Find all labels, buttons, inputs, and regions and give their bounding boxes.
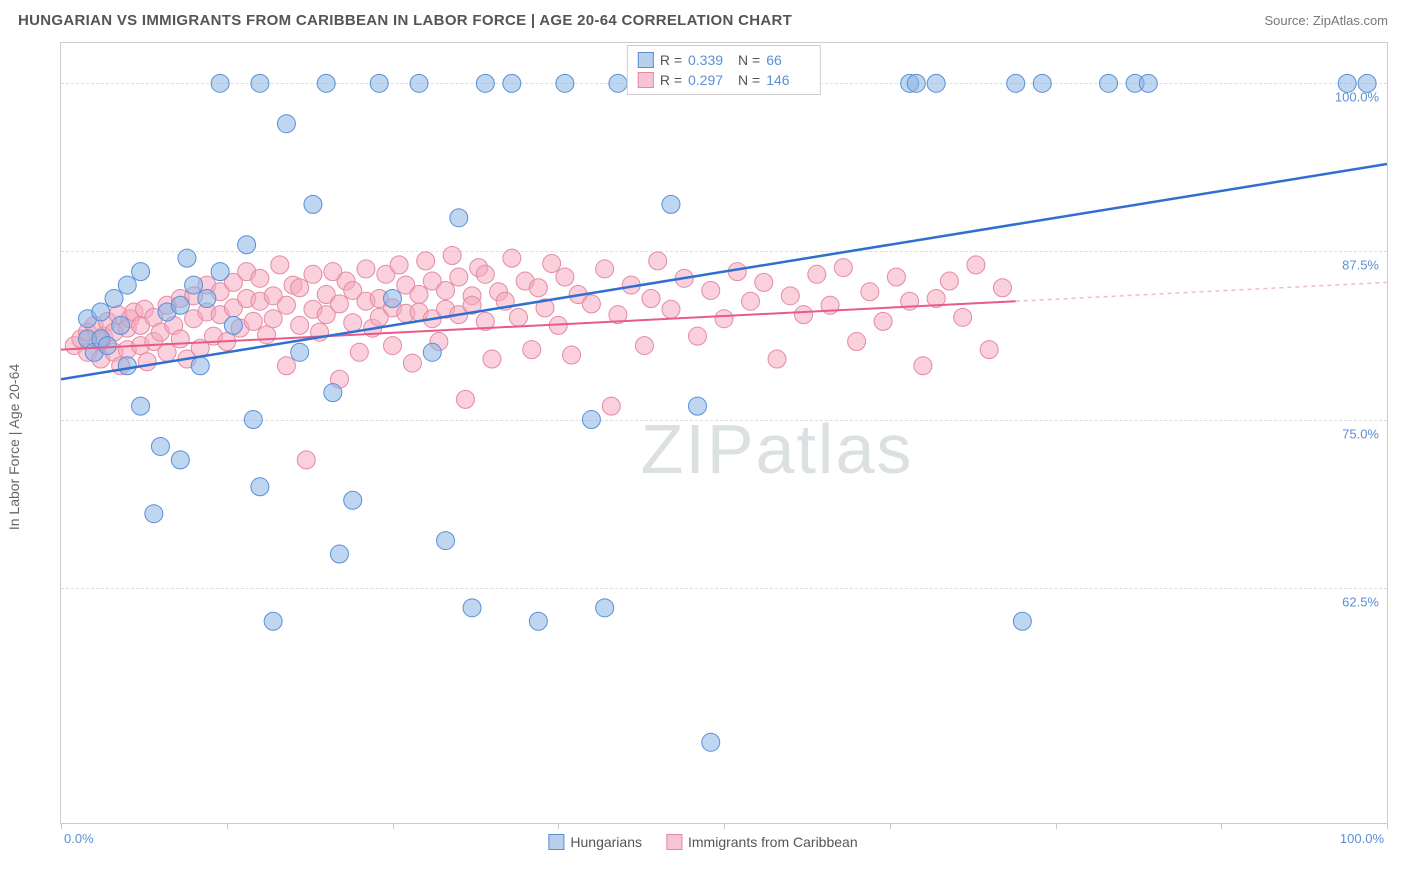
x-tick-left: 0.0% xyxy=(64,831,94,846)
chart-source: Source: ZipAtlas.com xyxy=(1264,13,1388,28)
swatch-icon xyxy=(638,52,654,68)
n-value: 66 xyxy=(766,50,810,70)
legend-row-blue: R = 0.339 N = 66 xyxy=(638,50,810,70)
scatter-svg xyxy=(61,43,1387,823)
chart-container: In Labor Force | Age 20-64 R = 0.339 N =… xyxy=(18,42,1388,852)
swatch-icon xyxy=(638,72,654,88)
x-tick-right: 100.0% xyxy=(1340,831,1384,846)
n-value: 146 xyxy=(766,70,810,90)
r-value: 0.339 xyxy=(688,50,732,70)
r-value: 0.297 xyxy=(688,70,732,90)
r-label: R = xyxy=(660,50,682,70)
series-legend: Hungarians Immigrants from Caribbean xyxy=(548,834,857,850)
correlation-legend: R = 0.339 N = 66 R = 0.297 N = 146 xyxy=(627,45,821,95)
legend-label: Hungarians xyxy=(570,834,642,850)
chart-header: HUNGARIAN VS IMMIGRANTS FROM CARIBBEAN I… xyxy=(0,0,1406,37)
plot-area: R = 0.339 N = 66 R = 0.297 N = 146 ZIPat… xyxy=(60,42,1388,824)
legend-label: Immigrants from Caribbean xyxy=(688,834,858,850)
swatch-icon xyxy=(666,834,682,850)
swatch-icon xyxy=(548,834,564,850)
r-label: R = xyxy=(660,70,682,90)
legend-row-pink: R = 0.297 N = 146 xyxy=(638,70,810,90)
n-label: N = xyxy=(738,70,760,90)
legend-item-caribbean: Immigrants from Caribbean xyxy=(666,834,858,850)
chart-title: HUNGARIAN VS IMMIGRANTS FROM CARIBBEAN I… xyxy=(18,12,792,29)
n-label: N = xyxy=(738,50,760,70)
y-axis-label: In Labor Force | Age 20-64 xyxy=(6,364,22,530)
legend-item-hungarians: Hungarians xyxy=(548,834,642,850)
